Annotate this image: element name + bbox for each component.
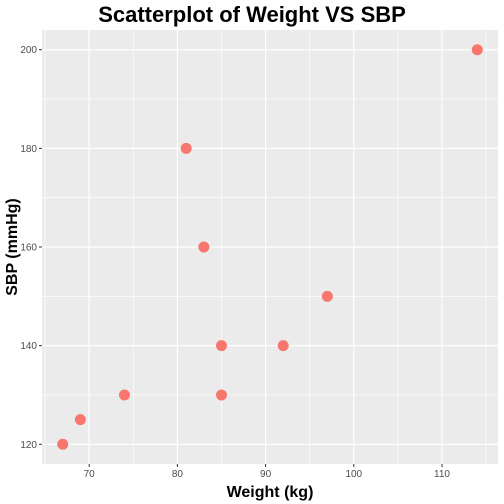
data-point [277, 340, 289, 352]
x-tick-label: 110 [434, 469, 450, 480]
axis-ticks [39, 49, 443, 467]
x-tick-label: 100 [345, 469, 362, 480]
y-tick-label: 120 [20, 440, 37, 451]
data-point [180, 142, 192, 154]
data-point [321, 290, 333, 302]
y-axis-title: SBP (mmHg) [4, 198, 21, 296]
chart-title: Scatterplot of Weight VS SBP [98, 2, 406, 27]
data-point [198, 241, 210, 253]
y-tick-label: 160 [20, 243, 37, 254]
data-points [57, 44, 483, 450]
data-point [471, 44, 483, 56]
x-tick-label: 80 [172, 469, 184, 480]
data-point [74, 414, 86, 426]
data-point [118, 389, 130, 401]
y-tick-label: 180 [20, 144, 37, 155]
y-tick-label: 140 [20, 341, 37, 352]
data-point [215, 340, 227, 352]
tick-labels: 70 80 90 100 110 120 140 160 180 200 [20, 45, 450, 480]
y-tick-label: 200 [20, 45, 37, 56]
grid-major [42, 30, 498, 464]
x-axis-title: Weight (kg) [227, 484, 314, 501]
data-point [57, 438, 69, 450]
x-tick-label: 70 [84, 469, 96, 480]
data-point [215, 389, 227, 401]
x-tick-label: 90 [260, 469, 272, 480]
